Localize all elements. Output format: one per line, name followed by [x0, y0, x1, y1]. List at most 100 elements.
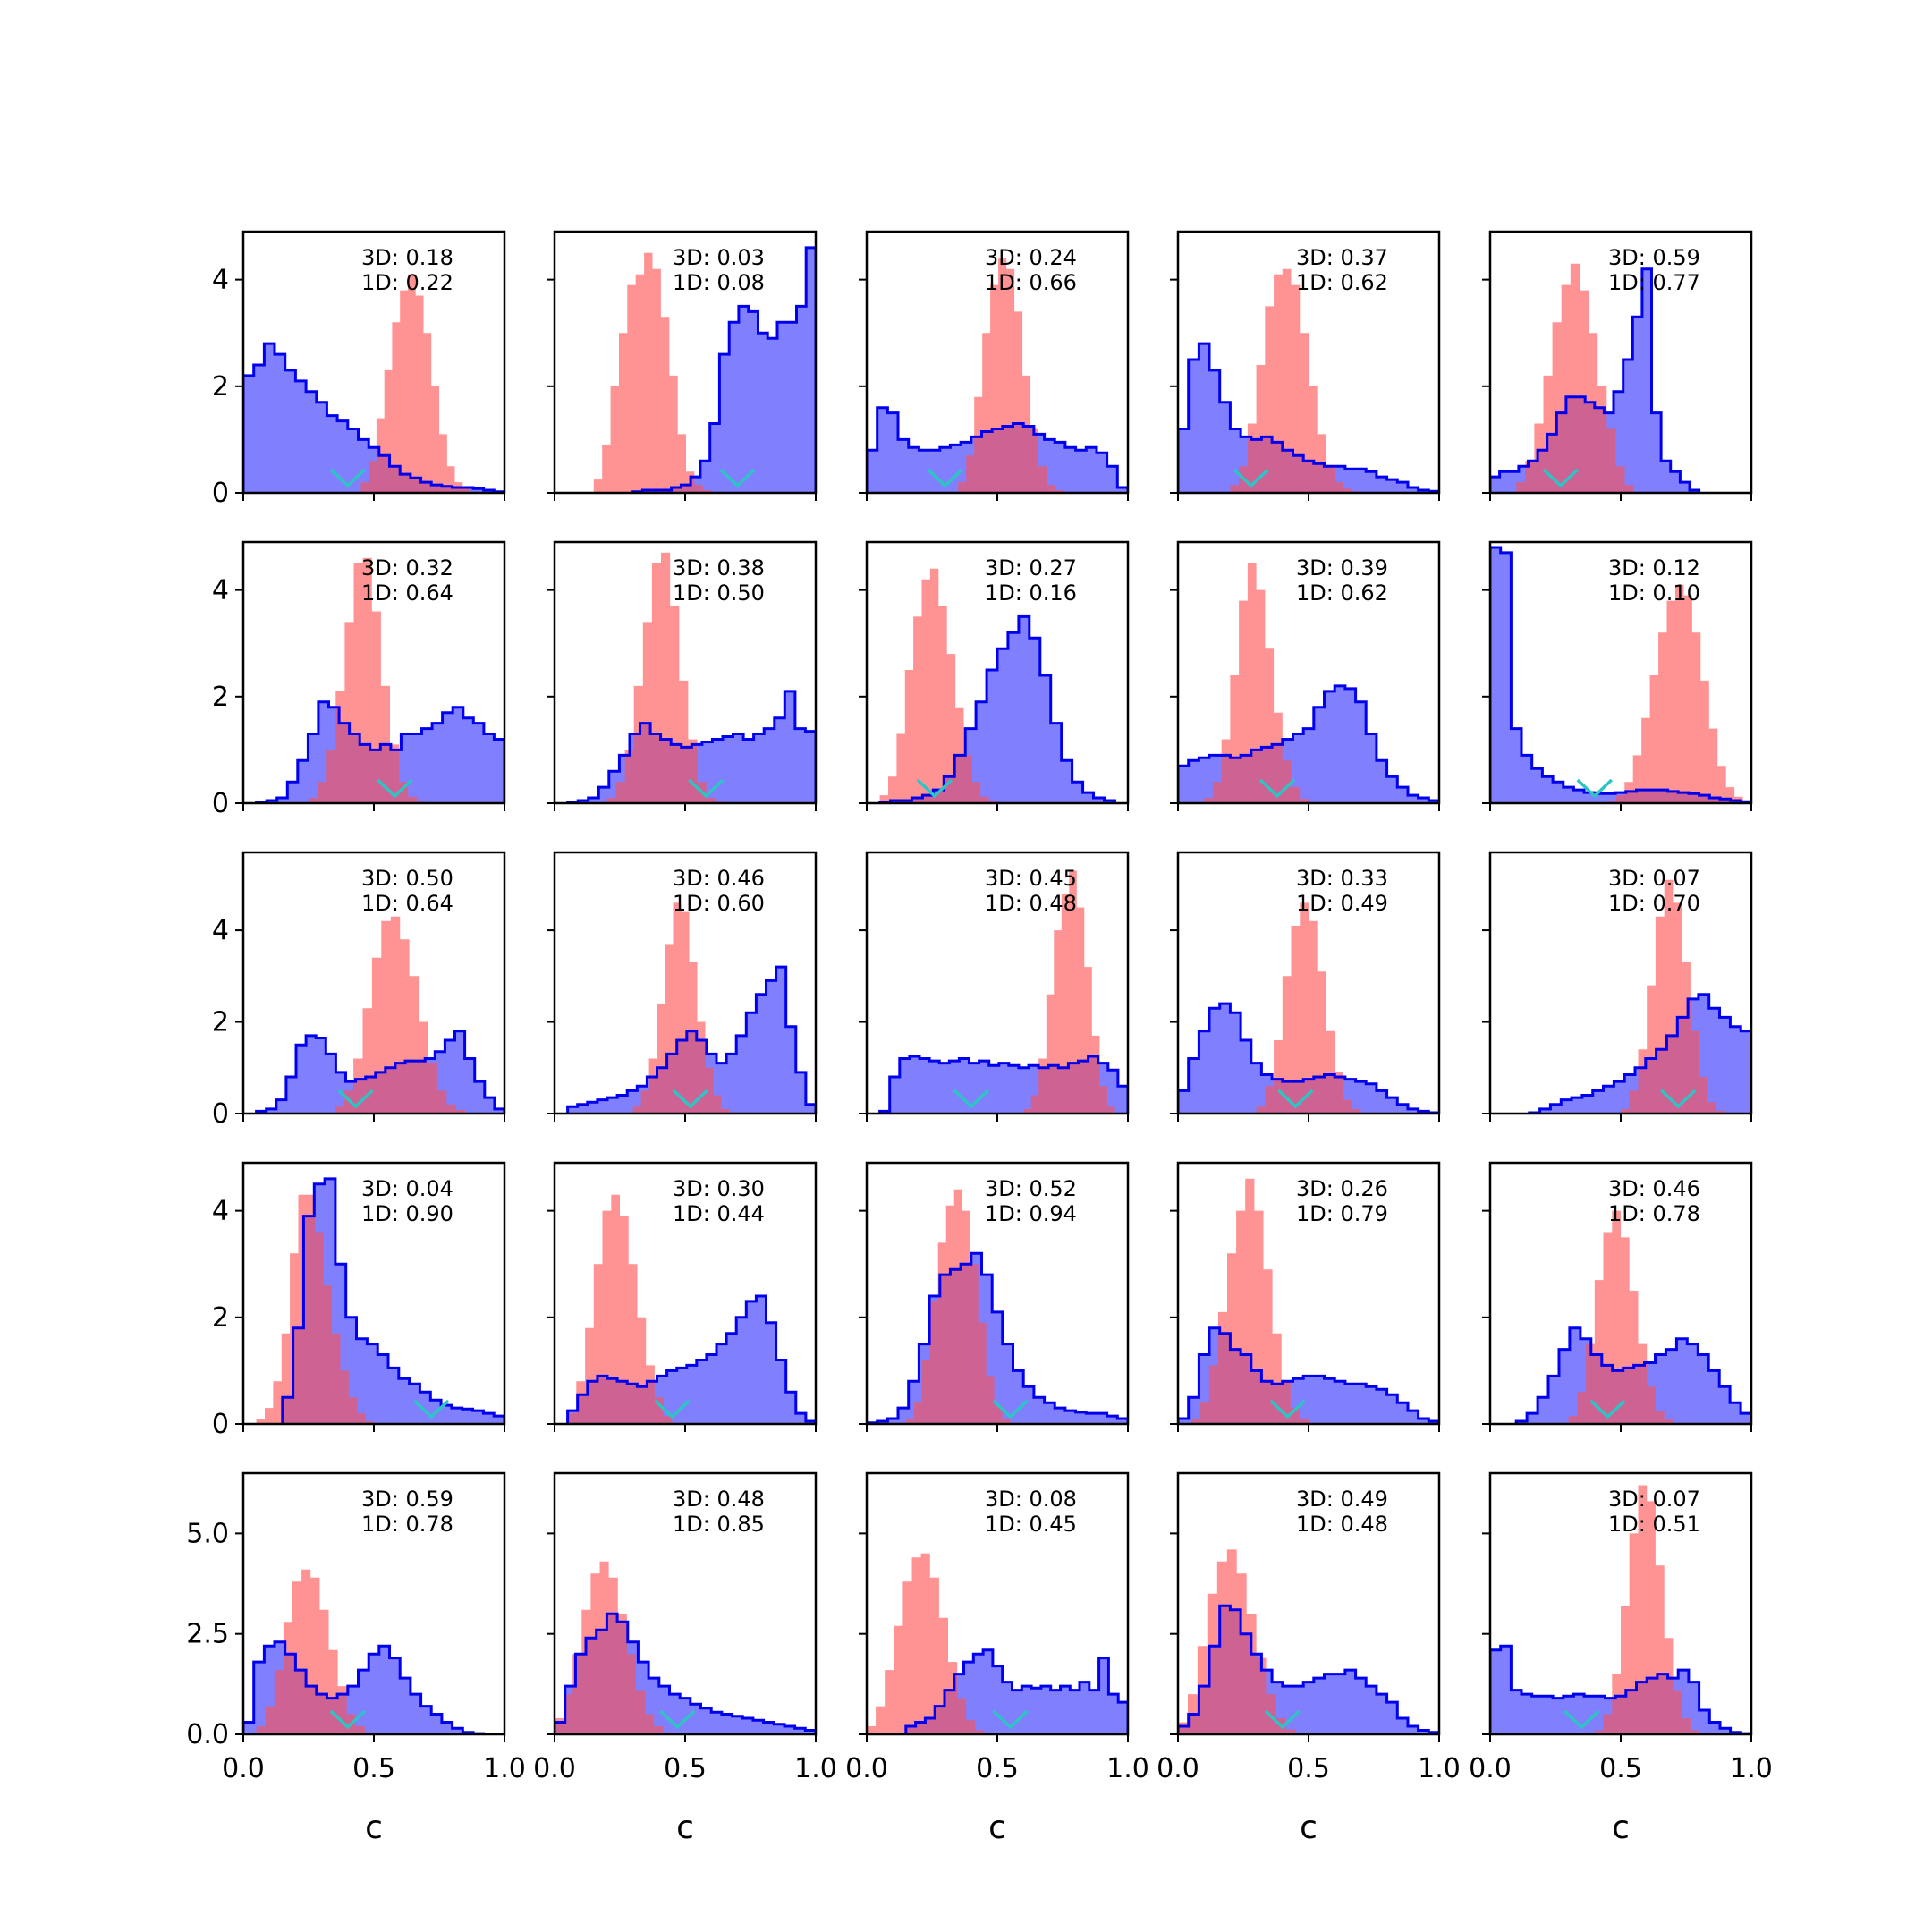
- red-histogram-fill: [1516, 263, 1634, 493]
- marker-v: [1269, 1399, 1306, 1419]
- x-tick-label: 0.0: [533, 1753, 576, 1784]
- red-histogram-fill: [256, 1194, 374, 1424]
- red-histogram-tint: [1568, 1210, 1674, 1424]
- blue-histogram-edge: [867, 406, 1128, 493]
- x-tick-label: 0.5: [1287, 1753, 1330, 1784]
- annotation-1d: 1D: 0.90: [361, 1201, 453, 1226]
- y-tick-label: 2: [212, 1302, 229, 1334]
- annotation-3d: 3D: 0.48: [673, 1487, 765, 1512]
- blue-histogram-edge: [878, 614, 1116, 803]
- plot-area: [878, 568, 1116, 803]
- blue-histogram-edge: [255, 1030, 504, 1114]
- red-histogram-tint: [632, 902, 738, 1114]
- y-tick-label: 2: [212, 682, 229, 713]
- marker-v: [1277, 1089, 1314, 1109]
- red-histogram-fill: [1621, 879, 1725, 1114]
- annotation-1d: 1D: 0.62: [1296, 580, 1388, 606]
- red-histogram-tint: [593, 252, 712, 493]
- y-tick-label: 0: [212, 1409, 229, 1440]
- x-tick-label: 1.0: [483, 1753, 526, 1784]
- annotation-1d: 1D: 0.85: [673, 1512, 765, 1537]
- annotation-1d: 1D: 0.50: [673, 580, 765, 606]
- annotation-1d: 1D: 0.08: [673, 270, 765, 295]
- plot-area: [255, 916, 504, 1114]
- red-histogram-fill: [593, 252, 712, 493]
- blue-histogram-fill: [1490, 1646, 1751, 1734]
- annotation-3d: 3D: 0.33: [1296, 866, 1388, 891]
- marker-v: [1576, 778, 1614, 799]
- annotation-1d: 1D: 0.10: [1608, 580, 1700, 606]
- marker-v: [329, 468, 367, 488]
- y-tick-label: 2: [212, 371, 229, 402]
- plot-area: [593, 246, 816, 493]
- red-histogram-tint: [1516, 263, 1634, 493]
- annotation-3d: 3D: 0.59: [1608, 245, 1700, 270]
- y-tick-label: 4: [212, 575, 229, 606]
- annotation-1d: 1D: 0.64: [361, 891, 453, 916]
- annotation-1d: 1D: 0.48: [985, 891, 1077, 916]
- marker-v: [1264, 1709, 1301, 1730]
- annotation-3d: 3D: 0.07: [1608, 866, 1700, 891]
- red-histogram-fill: [567, 1194, 673, 1424]
- marker-v: [413, 1399, 450, 1419]
- marker-v: [992, 1399, 1029, 1419]
- blue-histogram-edge: [566, 690, 816, 803]
- red-histogram-tint: [555, 1561, 673, 1734]
- red-histogram-fill: [1607, 584, 1751, 803]
- x-tick-label: 0.5: [664, 1753, 707, 1784]
- blue-histogram-fill: [879, 616, 1115, 803]
- x-tick-label: 0.0: [1157, 1753, 1199, 1784]
- marker-v: [953, 1089, 990, 1109]
- red-histogram-tint: [1023, 870, 1115, 1114]
- blue-histogram-edge: [1490, 546, 1751, 803]
- annotation-1d: 1D: 0.70: [1608, 891, 1700, 916]
- plot-area: [867, 1553, 1128, 1734]
- blue-histogram-edge: [243, 342, 504, 493]
- x-tick-label: 0.0: [1469, 1753, 1512, 1784]
- marker-v: [654, 1399, 691, 1419]
- x-tick-label: 1.0: [794, 1753, 837, 1784]
- blue-histogram-edge: [1178, 1326, 1439, 1424]
- blue-histogram-fill: [632, 247, 816, 493]
- x-axis-label: c: [1612, 1809, 1630, 1846]
- annotation-3d: 3D: 0.52: [985, 1176, 1077, 1201]
- annotation-3d: 3D: 0.12: [1608, 555, 1700, 580]
- y-tick-label: 0: [212, 478, 229, 509]
- red-histogram-tint: [256, 1194, 374, 1424]
- annotation-1d: 1D: 0.94: [985, 1201, 1077, 1226]
- annotation-3d: 3D: 0.07: [1608, 1487, 1700, 1512]
- y-tick-label: 4: [212, 1196, 229, 1227]
- x-axis-label: c: [988, 1809, 1006, 1846]
- x-tick-label: 0.0: [222, 1753, 265, 1784]
- annotation-3d: 3D: 0.38: [673, 555, 765, 580]
- plot-area: [243, 274, 504, 493]
- plot-area: [1490, 1485, 1751, 1734]
- red-histogram-fill: [1023, 870, 1115, 1114]
- plot-area: [1490, 546, 1751, 803]
- plot-area: [1178, 563, 1439, 803]
- marker-v: [659, 1709, 696, 1730]
- annotation-3d: 3D: 0.37: [1296, 245, 1388, 270]
- plot-area: [1178, 1178, 1439, 1424]
- marker-v: [1563, 1709, 1600, 1730]
- red-histogram-fill: [1594, 1485, 1699, 1734]
- y-tick-label: 0: [212, 788, 229, 819]
- blue-histogram-edge: [1490, 1644, 1751, 1734]
- plot-area: [867, 1189, 1128, 1424]
- red-histogram-fill: [606, 552, 724, 803]
- blue-histogram-edge: [281, 1177, 504, 1424]
- blue-histogram-edge: [1178, 342, 1439, 493]
- annotation-1d: 1D: 0.78: [361, 1512, 453, 1537]
- annotation-3d: 3D: 0.49: [1296, 1487, 1388, 1512]
